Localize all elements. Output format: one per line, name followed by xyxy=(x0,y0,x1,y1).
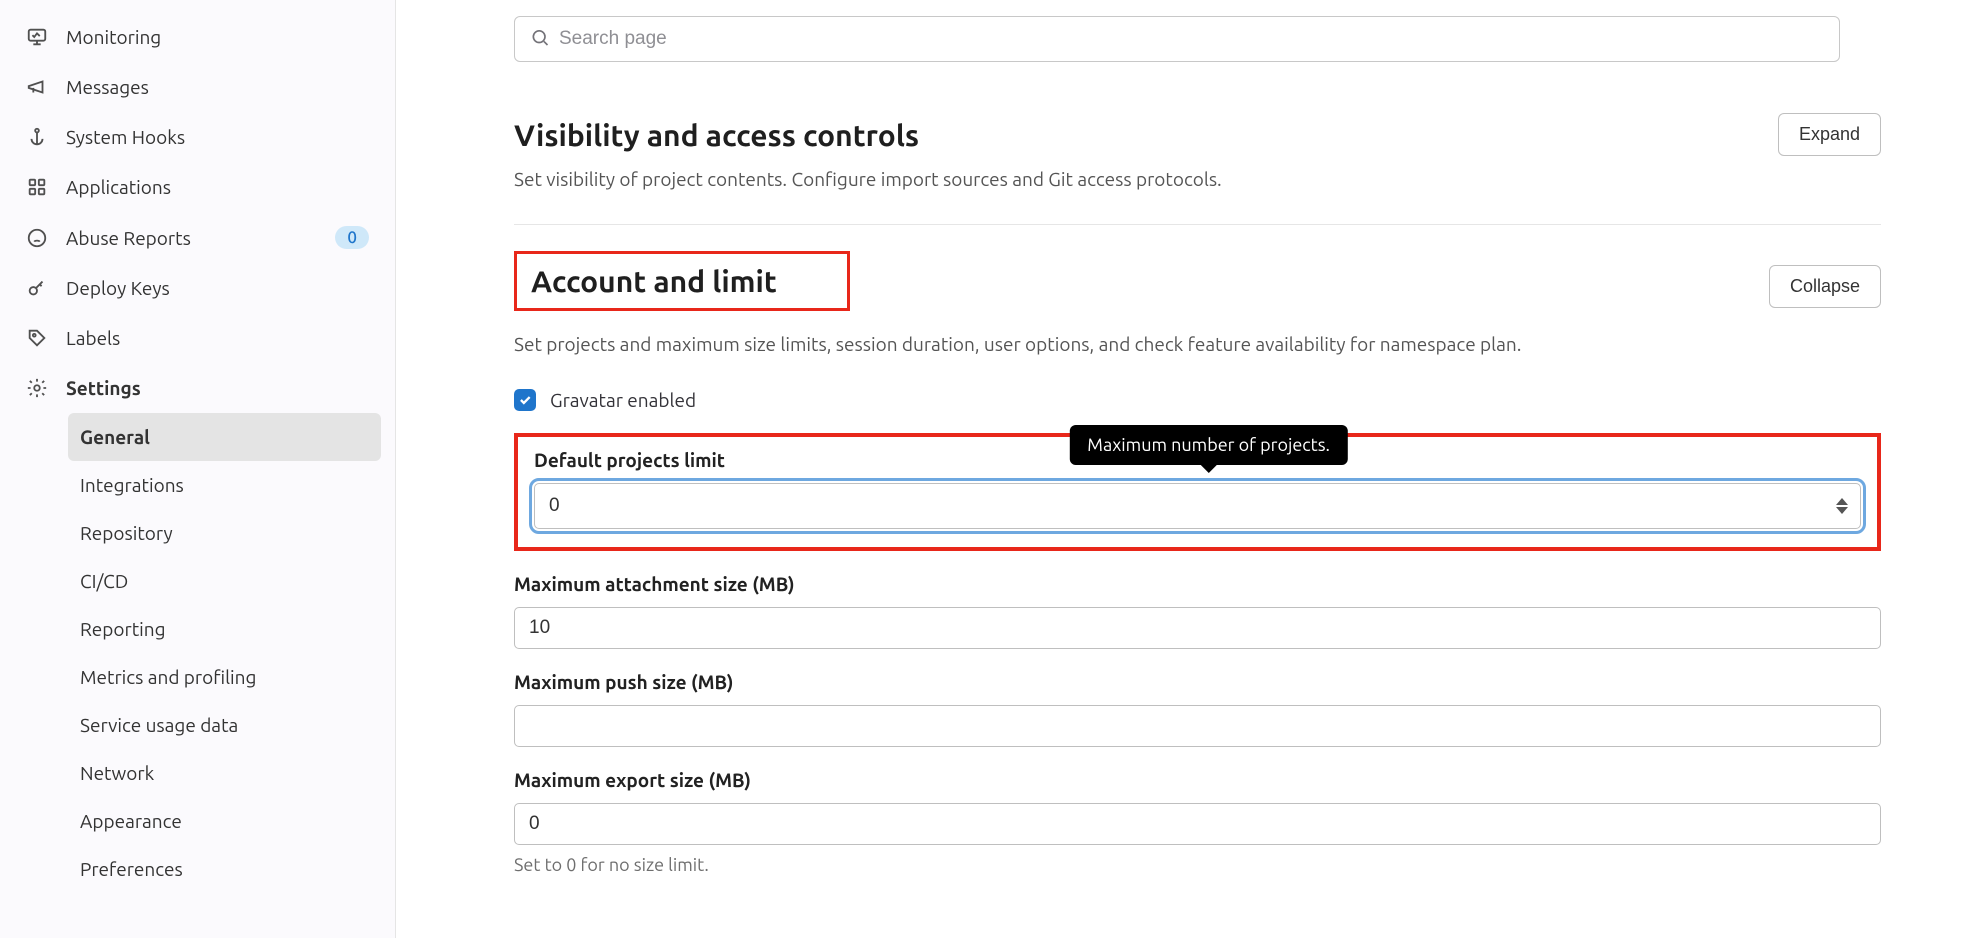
expand-button[interactable]: Expand xyxy=(1778,113,1881,156)
search-container xyxy=(514,16,1881,62)
sidebar-sub-cicd[interactable]: CI/CD xyxy=(68,557,381,605)
tag-icon xyxy=(26,327,48,349)
max-export-help: Set to 0 for no size limit. xyxy=(514,855,1881,875)
number-spinner[interactable] xyxy=(1833,494,1851,518)
sidebar-item-label: Settings xyxy=(66,377,141,399)
sidebar-settings-submenu: General Integrations Repository CI/CD Re… xyxy=(14,413,381,893)
sidebar-item-applications[interactable]: Applications xyxy=(14,162,381,212)
sidebar-item-messages[interactable]: Messages xyxy=(14,62,381,112)
spinner-down-icon[interactable] xyxy=(1836,507,1848,514)
visibility-title: Visibility and access controls xyxy=(514,118,919,152)
max-export-input[interactable] xyxy=(514,803,1881,845)
sidebar-sub-integrations[interactable]: Integrations xyxy=(68,461,381,509)
sidebar-item-label: System Hooks xyxy=(66,126,185,148)
account-title-highlight: Account and limit xyxy=(514,251,850,311)
collapse-button[interactable]: Collapse xyxy=(1769,265,1881,308)
sidebar-item-label: Deploy Keys xyxy=(66,277,170,299)
sidebar-item-settings[interactable]: Settings xyxy=(14,363,381,413)
gear-icon xyxy=(26,377,48,399)
sidebar-sub-repository[interactable]: Repository xyxy=(68,509,381,557)
sidebar-sub-general[interactable]: General xyxy=(68,413,381,461)
default-projects-highlight: Maximum number of projects. Default proj… xyxy=(514,433,1881,551)
search-icon xyxy=(530,28,550,51)
anchor-icon xyxy=(26,126,48,148)
account-title: Account and limit xyxy=(531,264,777,298)
sidebar-item-label: Applications xyxy=(66,176,171,198)
max-export-group: Maximum export size (MB) Set to 0 for no… xyxy=(514,769,1881,875)
gravatar-label: Gravatar enabled xyxy=(550,389,696,411)
sidebar-sub-preferences[interactable]: Preferences xyxy=(68,845,381,893)
max-export-label: Maximum export size (MB) xyxy=(514,769,1881,791)
sidebar-item-monitoring[interactable]: Monitoring xyxy=(14,12,381,62)
sidebar-item-label: Monitoring xyxy=(66,26,161,48)
key-icon xyxy=(26,277,48,299)
sidebar-sub-reporting[interactable]: Reporting xyxy=(68,605,381,653)
frown-icon xyxy=(26,227,48,249)
gravatar-checkbox-row[interactable]: Gravatar enabled xyxy=(514,389,1881,411)
sidebar-sub-network[interactable]: Network xyxy=(68,749,381,797)
sidebar-sub-appearance[interactable]: Appearance xyxy=(68,797,381,845)
max-push-input[interactable] xyxy=(514,705,1881,747)
visibility-desc: Set visibility of project contents. Conf… xyxy=(514,168,1881,190)
sidebar-item-abuse-reports[interactable]: Abuse Reports 0 xyxy=(14,212,381,263)
megaphone-icon xyxy=(26,76,48,98)
search-input[interactable] xyxy=(514,16,1840,62)
max-attachment-label: Maximum attachment size (MB) xyxy=(514,573,1881,595)
sidebar-sub-metrics[interactable]: Metrics and profiling xyxy=(68,653,381,701)
sidebar: Monitoring Messages System Hooks Applica… xyxy=(0,0,396,938)
default-projects-input[interactable] xyxy=(534,483,1861,529)
max-push-group: Maximum push size (MB) xyxy=(514,671,1881,747)
max-push-label: Maximum push size (MB) xyxy=(514,671,1881,693)
main-content: Visibility and access controls Expand Se… xyxy=(396,0,1981,938)
sidebar-sub-service-usage[interactable]: Service usage data xyxy=(68,701,381,749)
max-attachment-group: Maximum attachment size (MB) xyxy=(514,573,1881,649)
visibility-section: Visibility and access controls Expand Se… xyxy=(514,106,1881,190)
spinner-up-icon[interactable] xyxy=(1836,498,1848,505)
account-desc: Set projects and maximum size limits, se… xyxy=(514,333,1881,355)
sidebar-item-labels[interactable]: Labels xyxy=(14,313,381,363)
sidebar-item-label: Abuse Reports xyxy=(66,227,191,249)
abuse-count-badge: 0 xyxy=(335,226,369,249)
monitor-icon xyxy=(26,26,48,48)
checkbox-checked-icon[interactable] xyxy=(514,389,536,411)
sidebar-item-label: Labels xyxy=(66,327,120,349)
tooltip: Maximum number of projects. xyxy=(1069,425,1348,465)
sidebar-item-label: Messages xyxy=(66,76,149,98)
max-attachment-input[interactable] xyxy=(514,607,1881,649)
sidebar-item-deploy-keys[interactable]: Deploy Keys xyxy=(14,263,381,313)
grid-icon xyxy=(26,176,48,198)
sidebar-item-system-hooks[interactable]: System Hooks xyxy=(14,112,381,162)
account-limit-section: Account and limit Collapse Set projects … xyxy=(514,224,1881,875)
